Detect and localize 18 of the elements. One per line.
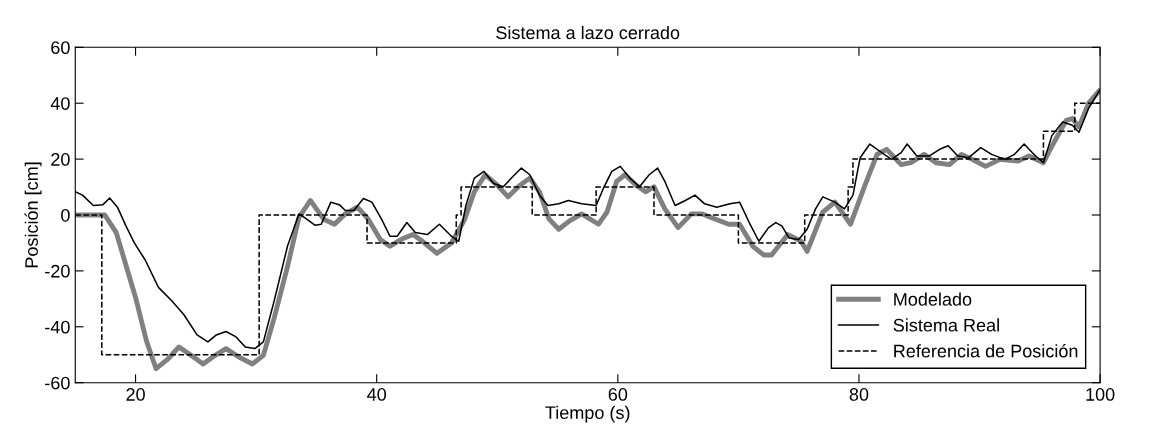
x-tick-label: 80 (849, 388, 869, 401)
x-tick-label: 20 (126, 388, 145, 401)
y-tick-label: -20 (45, 264, 70, 278)
x-tick-label: 60 (608, 388, 628, 401)
y-tick-label: 60 (51, 41, 70, 55)
y-tick-label: -60 (45, 376, 70, 390)
legend-label: Referencia de Posición (894, 343, 1078, 358)
y-tick-label: 40 (50, 97, 70, 110)
y-tick-label: -40 (45, 320, 70, 334)
x-tick-label: 100 (1086, 388, 1115, 401)
y-axis-title: Posición [cm] (24, 162, 42, 268)
legend-label: Modelado (894, 292, 972, 306)
y-tick-label: 20 (51, 153, 70, 166)
legend-label: Sistema Real (893, 318, 999, 332)
chart-title: Sistema a lazo cerrado (496, 25, 680, 40)
y-tick-label: 0 (61, 208, 70, 222)
x-tick-label: 40 (367, 388, 387, 401)
x-axis-title: Tiempo (s) (545, 405, 630, 423)
